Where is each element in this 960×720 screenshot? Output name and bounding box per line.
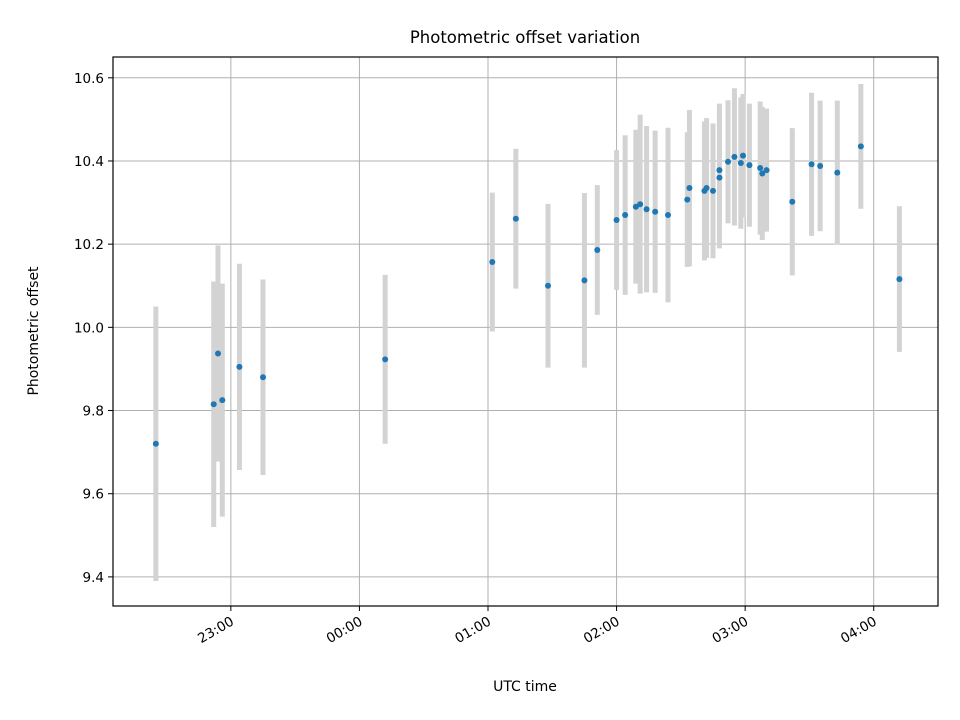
data-point bbox=[686, 185, 693, 192]
data-points bbox=[152, 143, 903, 447]
data-point bbox=[716, 174, 723, 181]
data-point bbox=[716, 167, 723, 174]
data-point bbox=[746, 162, 753, 169]
y-tick-label: 10.0 bbox=[74, 320, 104, 336]
data-point bbox=[808, 161, 815, 168]
data-point bbox=[896, 276, 903, 283]
data-point bbox=[382, 356, 389, 363]
x-axis-label: UTC time bbox=[493, 679, 557, 695]
data-point bbox=[757, 165, 764, 172]
y-tick-label: 9.8 bbox=[83, 404, 104, 420]
y-axis-label: Photometric offset bbox=[26, 266, 42, 396]
data-point bbox=[215, 350, 221, 357]
data-point bbox=[613, 217, 620, 224]
data-point bbox=[703, 185, 710, 192]
data-point bbox=[665, 212, 671, 219]
data-point bbox=[622, 212, 629, 219]
data-point bbox=[759, 170, 766, 177]
data-point bbox=[594, 246, 601, 253]
data-point bbox=[152, 440, 159, 447]
data-point bbox=[710, 187, 716, 194]
data-point bbox=[219, 397, 226, 404]
plot-frame bbox=[112, 56, 939, 607]
data-point bbox=[684, 196, 691, 203]
y-tick-label: 9.6 bbox=[83, 487, 104, 503]
chart-title: Photometric offset variation bbox=[410, 28, 640, 47]
y-axis: 9.4 9.6 9.8 10.0 10.2 10.4 10.6 bbox=[74, 71, 113, 586]
data-point bbox=[857, 143, 864, 150]
data-point bbox=[643, 206, 650, 213]
data-point bbox=[545, 282, 551, 289]
data-point bbox=[652, 208, 659, 215]
y-tick-label: 10.2 bbox=[74, 237, 104, 253]
data-point bbox=[731, 153, 738, 160]
data-point bbox=[260, 374, 266, 381]
data-point bbox=[210, 401, 217, 408]
y-tick-label: 10.4 bbox=[74, 154, 104, 170]
data-point bbox=[637, 201, 644, 208]
data-point bbox=[789, 198, 796, 205]
y-tick-label: 9.4 bbox=[83, 570, 104, 586]
data-point bbox=[834, 169, 841, 176]
data-point bbox=[737, 160, 744, 167]
data-point bbox=[817, 162, 824, 169]
y-tick-label: 10.6 bbox=[74, 71, 104, 87]
data-point bbox=[489, 259, 496, 266]
data-point bbox=[236, 363, 243, 370]
data-point bbox=[512, 215, 519, 222]
data-point bbox=[581, 277, 588, 284]
data-point bbox=[763, 167, 770, 174]
data-point bbox=[740, 152, 746, 159]
data-point bbox=[725, 158, 731, 165]
